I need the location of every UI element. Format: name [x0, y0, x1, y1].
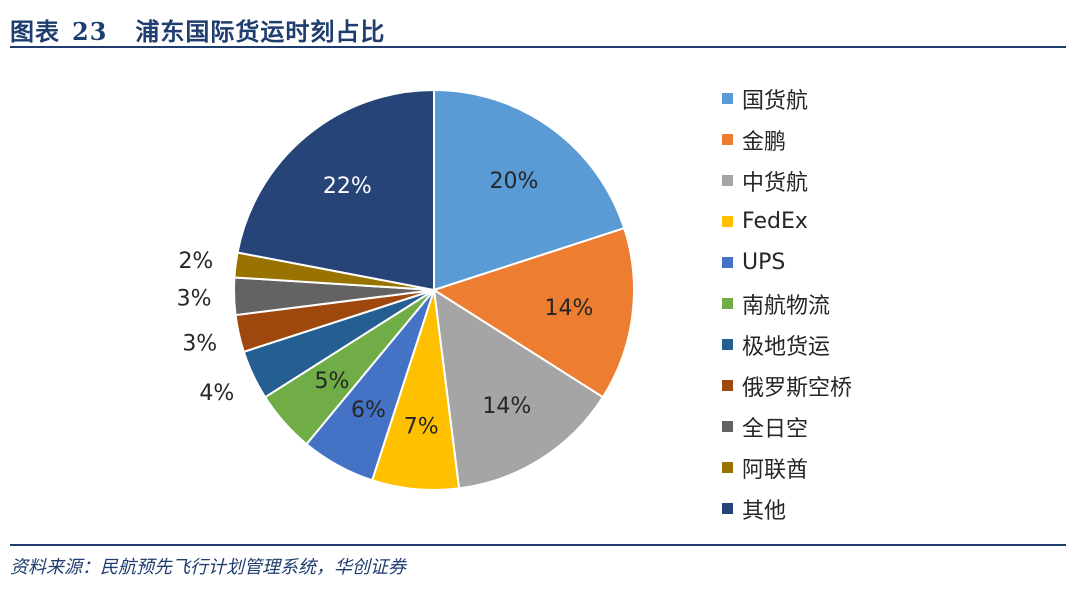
legend-swatch	[722, 298, 733, 309]
legend-swatch	[722, 339, 733, 350]
legend-label: UPS	[742, 250, 786, 275]
pie-slice-2	[431, 226, 635, 399]
data-label-3: 14%	[482, 394, 531, 419]
legend-swatch	[722, 134, 733, 145]
data-label-9: 3%	[177, 287, 212, 312]
pie-slice-11	[236, 88, 435, 292]
legend-item-7: 极地货运	[722, 324, 852, 365]
legend-label: 金鹏	[742, 129, 787, 155]
legend-label: 其他	[742, 498, 787, 524]
legend-label: 南航物流	[742, 293, 831, 319]
legend-item-11: 其他	[722, 488, 852, 529]
legend-swatch	[722, 462, 733, 473]
legend-item-3: 中货航	[722, 160, 852, 201]
pie-slice-1	[433, 88, 626, 292]
legend-swatch	[722, 175, 733, 186]
legend-item-6: 南航物流	[722, 283, 852, 324]
figure-prefix: 图表	[10, 17, 60, 46]
legend-swatch	[722, 421, 733, 432]
figure-number: 23	[72, 17, 108, 46]
legend-label: 中货航	[742, 170, 809, 196]
figure-title: 图表 23 浦东国际货运时刻占比	[10, 12, 385, 47]
legend-item-8: 俄罗斯空桥	[722, 365, 852, 406]
legend-swatch	[722, 257, 733, 268]
legend-label: FedEx	[742, 209, 808, 234]
legend-swatch	[722, 503, 733, 514]
data-label-11: 22%	[323, 174, 372, 199]
legend-label: 全日空	[742, 416, 809, 442]
data-label-4: 7%	[404, 414, 439, 439]
legend-item-5: UPS	[722, 242, 852, 283]
legend-item-2: 金鹏	[722, 119, 852, 160]
legend-swatch	[722, 216, 733, 227]
data-label-10: 2%	[178, 249, 213, 274]
data-label-2: 14%	[544, 296, 593, 321]
data-label-5: 6%	[351, 398, 386, 423]
legend-swatch	[722, 93, 733, 104]
legend-item-1: 国货航	[722, 78, 852, 119]
pie-chart: 20% 14% 14% 7% 6%5% 4% 3% 3% 2% 22%	[177, 88, 635, 491]
legend-label: 俄罗斯空桥	[742, 375, 853, 401]
figure-title-text: 浦东国际货运时刻占比	[135, 17, 386, 46]
legend-item-4: FedEx	[722, 201, 852, 242]
footer-rule	[10, 544, 1066, 546]
legend-label: 国货航	[742, 88, 809, 114]
data-label-1: 20%	[489, 169, 538, 194]
data-label-6: 5%	[315, 369, 350, 394]
data-label-8: 3%	[182, 331, 217, 356]
legend-label: 阿联酋	[742, 457, 809, 483]
legend-item-9: 全日空	[722, 406, 852, 447]
title-bar: 图表 23 浦东国际货运时刻占比	[10, 8, 1066, 48]
legend-swatch	[722, 380, 733, 391]
pie-slice-3	[432, 288, 605, 490]
legend-item-10: 阿联酋	[722, 447, 852, 488]
legend-label: 极地货运	[742, 334, 831, 360]
chart-legend: 国货航金鹏中货航 FedEx UPS 南航物流极地货运俄罗斯空桥全日空阿联酋其他	[722, 78, 852, 529]
data-label-7: 4%	[199, 381, 234, 406]
source-note: 资料来源：民航预先飞行计划管理系统，华创证券	[10, 557, 406, 578]
